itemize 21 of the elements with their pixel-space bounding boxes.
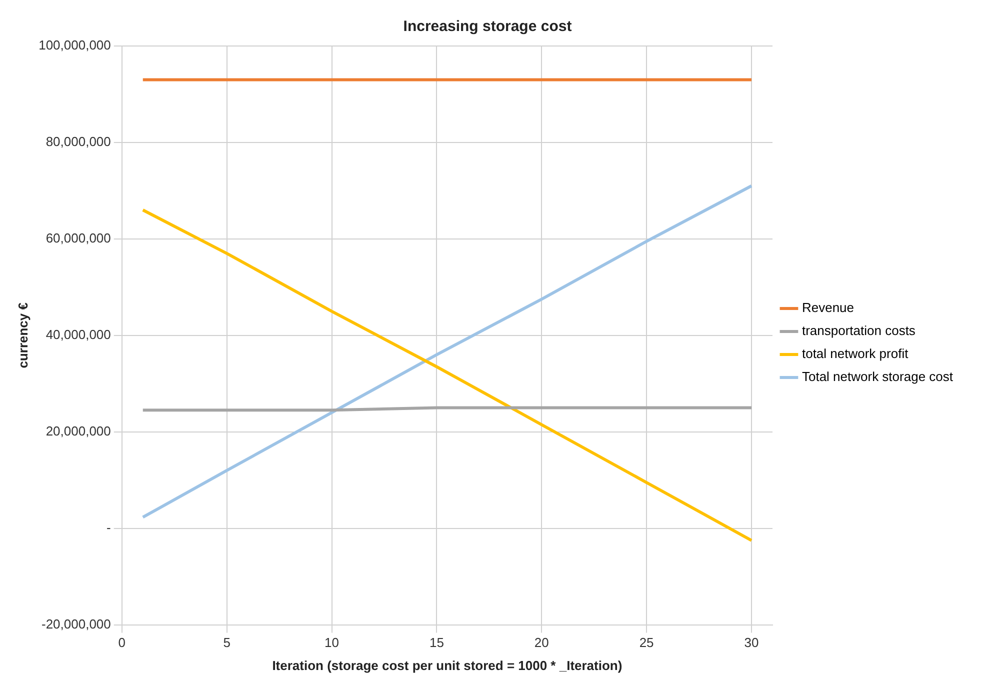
x-tick-label: 0 [118, 635, 126, 650]
x-tick-label: 25 [639, 635, 654, 650]
x-tick-label: 5 [223, 635, 230, 650]
x-tick-label: 20 [534, 635, 549, 650]
y-tick-label: - [106, 520, 111, 535]
x-tick-label: 10 [324, 635, 339, 650]
x-tick-label: 30 [744, 635, 759, 650]
y-tick-label: 100,000,000 [38, 38, 111, 53]
y-tick-label: 20,000,000 [46, 423, 111, 438]
x-axis-title: Iteration (storage cost per unit stored = 1000 * _Iteration) [272, 658, 622, 673]
y-axis-title: currency € [15, 302, 30, 368]
chart-title: Increasing storage cost [403, 18, 572, 36]
y-tick-label: 40,000,000 [46, 326, 111, 342]
y-tick-label: 60,000,000 [46, 230, 111, 246]
legend-label: Total network storage cost [802, 369, 954, 384]
x-tick-label: 15 [429, 635, 444, 650]
legend-label: total network profit [802, 346, 909, 362]
legend-label: transportation costs [802, 323, 916, 338]
legend-label: Revenue [802, 300, 854, 316]
y-tick-label: 80,000,000 [46, 134, 111, 150]
y-tick-label: -20,000,000 [41, 616, 111, 632]
